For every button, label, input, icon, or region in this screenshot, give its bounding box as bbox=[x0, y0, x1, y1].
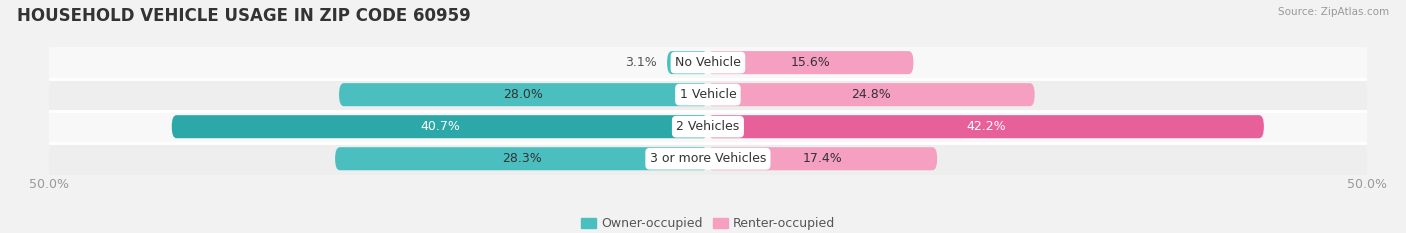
Text: 42.2%: 42.2% bbox=[966, 120, 1005, 133]
Text: Source: ZipAtlas.com: Source: ZipAtlas.com bbox=[1278, 7, 1389, 17]
Text: No Vehicle: No Vehicle bbox=[675, 56, 741, 69]
Text: HOUSEHOLD VEHICLE USAGE IN ZIP CODE 60959: HOUSEHOLD VEHICLE USAGE IN ZIP CODE 6095… bbox=[17, 7, 471, 25]
Text: 15.6%: 15.6% bbox=[790, 56, 831, 69]
FancyBboxPatch shape bbox=[709, 147, 938, 170]
FancyBboxPatch shape bbox=[335, 147, 709, 170]
Bar bbox=[49, 79, 1367, 111]
Bar bbox=[49, 111, 1367, 143]
Bar bbox=[49, 143, 1367, 175]
Bar bbox=[49, 47, 1367, 79]
Legend: Owner-occupied, Renter-occupied: Owner-occupied, Renter-occupied bbox=[576, 212, 839, 233]
FancyBboxPatch shape bbox=[172, 115, 709, 138]
FancyBboxPatch shape bbox=[709, 51, 914, 74]
Text: 3 or more Vehicles: 3 or more Vehicles bbox=[650, 152, 766, 165]
FancyBboxPatch shape bbox=[666, 51, 709, 74]
Text: 3.1%: 3.1% bbox=[624, 56, 657, 69]
Text: 24.8%: 24.8% bbox=[852, 88, 891, 101]
FancyBboxPatch shape bbox=[709, 115, 1264, 138]
Text: 28.0%: 28.0% bbox=[503, 88, 544, 101]
Text: 2 Vehicles: 2 Vehicles bbox=[676, 120, 740, 133]
Text: 40.7%: 40.7% bbox=[420, 120, 460, 133]
Text: 28.3%: 28.3% bbox=[502, 152, 541, 165]
Text: 17.4%: 17.4% bbox=[803, 152, 842, 165]
Text: 1 Vehicle: 1 Vehicle bbox=[679, 88, 737, 101]
FancyBboxPatch shape bbox=[709, 83, 1035, 106]
FancyBboxPatch shape bbox=[339, 83, 709, 106]
